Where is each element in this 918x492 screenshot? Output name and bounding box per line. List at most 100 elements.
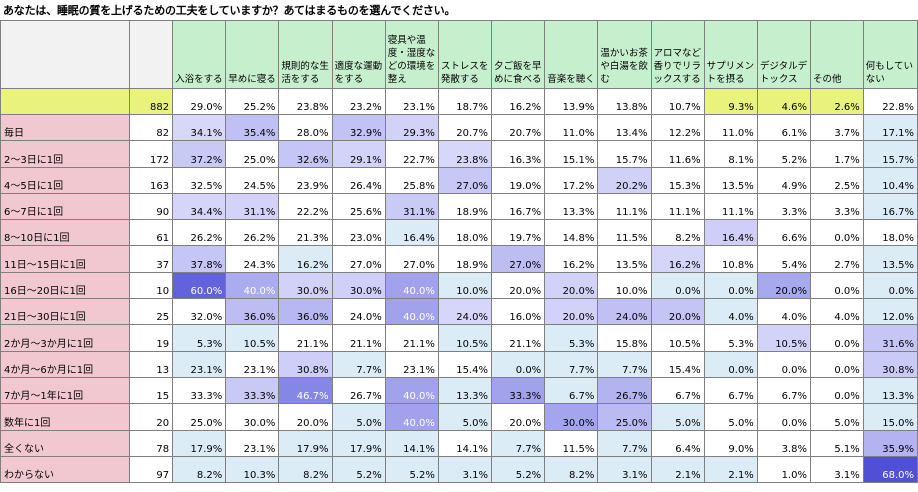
table-cell: 3.8% [756, 429, 811, 457]
table-row: 6～7日に1回 90 34.4% 31.1% 22.2% 25.6% 31.1% 18.9% 1… [0, 192, 918, 221]
table-cell: 20.0% [491, 403, 546, 431]
table-cell: 10.0% [437, 271, 493, 300]
table-cell: 23.8% [437, 140, 493, 168]
row-label: 全くない [0, 429, 131, 457]
total-cell: 4.6% [756, 88, 811, 115]
table-cell: 28.0% [278, 113, 333, 142]
table-cell: 15.0% [862, 403, 918, 431]
table-cell: 11.0% [703, 113, 758, 142]
table-cell: 26.2% [172, 219, 227, 247]
total-cell: 25.2% [225, 88, 280, 115]
table-cell: 40.0% [225, 271, 280, 300]
row-label: 8～10日に1回 [0, 219, 131, 247]
row-label: 数年に1回 [0, 403, 131, 431]
table-cell: 10.5% [225, 324, 280, 352]
total-n: 882 [129, 88, 174, 115]
table-cell: 17.9% [278, 429, 333, 457]
table-cell: 2.5% [809, 166, 864, 194]
table-cell: 10.5% [650, 324, 705, 352]
table-cell: 40.0% [384, 376, 439, 405]
table-cell: 40.0% [384, 298, 439, 326]
table-cell: 27.0% [491, 245, 546, 273]
table-cell: 30.0% [331, 271, 386, 300]
table-row: 8～10日に1回 61 26.2% 26.2% 21.3% 23.0% 16.4% 18.0%… [0, 219, 918, 247]
table-cell: 13.5% [703, 166, 758, 194]
table-row: 16日～20日に1回 10 60.0% 40.0% 30.0% 30.0% 40.0% 10.… [0, 271, 918, 300]
table-cell: 5.4% [756, 245, 811, 273]
table-cell: 5.2% [756, 140, 811, 168]
table-cell: 2.7% [809, 245, 864, 273]
table-cell: 22.2% [278, 192, 333, 221]
table-cell: 5.0% [331, 403, 386, 431]
table-cell: 15.8% [597, 324, 652, 352]
table-cell: 3.1% [437, 455, 493, 484]
table-cell: 0.0% [809, 350, 864, 378]
table-cell: 17.2% [544, 166, 599, 194]
row-n: 61 [129, 219, 174, 247]
row-label: 7か月～1年に1回 [0, 376, 131, 405]
table-cell: 8.1% [703, 140, 758, 168]
table-cell: 15.7% [597, 140, 652, 168]
table-cell: 5.0% [809, 403, 864, 431]
total-cell: 22.8% [862, 88, 918, 115]
table-cell: 22.7% [384, 140, 439, 168]
table-cell: 24.3% [225, 245, 280, 273]
table-cell: 16.3% [491, 140, 546, 168]
table-cell: 10.8% [703, 245, 758, 273]
table-cell: 18.9% [437, 245, 493, 273]
row-label: 2～3日に1回 [0, 140, 131, 168]
table-cell: 23.9% [278, 166, 333, 194]
total-label [0, 88, 131, 115]
table-cell: 27.0% [384, 245, 439, 273]
header-row: 入浴をする 早めに寝る 規則的な生活をする 適度な運動をする 寝具や温度・湿度などの環境… [0, 20, 918, 89]
table-cell: 2.1% [703, 455, 758, 484]
header-blank-label [0, 20, 131, 89]
page-title: あなたは、睡眠の質を上げるための工夫をしていますか？あてはまるものを選んでくださ… [3, 4, 456, 17]
table-cell: 7.7% [544, 350, 599, 378]
table-cell: 6.7% [756, 376, 811, 405]
table-cell: 15.4% [650, 350, 705, 378]
table-cell: 34.4% [172, 192, 227, 221]
total-cell: 13.8% [597, 88, 652, 115]
column-header: 早めに寝る [225, 20, 280, 89]
table-cell: 5.1% [809, 429, 864, 457]
total-cell: 18.7% [437, 88, 493, 115]
table-cell: 0.0% [491, 350, 546, 378]
table-cell: 16.7% [491, 192, 546, 221]
table-cell: 36.0% [278, 298, 333, 326]
total-cell: 23.2% [331, 88, 386, 115]
row-n: 15 [129, 376, 174, 405]
table-cell: 13.3% [544, 192, 599, 221]
table-cell: 34.1% [172, 113, 227, 142]
table-cell: 15.1% [544, 140, 599, 168]
table-row: 2か月～3か月に1回 19 5.3% 10.5% 21.1% 21.1% 21.1% 10.5… [0, 324, 918, 352]
table-cell: 20.0% [544, 271, 599, 300]
table-cell: 16.2% [544, 245, 599, 273]
row-label: 毎日 [0, 113, 131, 142]
table-cell: 0.0% [862, 271, 918, 300]
table-cell: 15.3% [650, 166, 705, 194]
table-cell: 25.0% [597, 403, 652, 431]
table-cell: 25.6% [331, 192, 386, 221]
table-cell: 0.0% [809, 219, 864, 247]
table-cell: 10.5% [437, 324, 493, 352]
table-cell: 25.0% [225, 140, 280, 168]
table-cell: 8.2% [278, 455, 333, 484]
table-cell: 6.7% [544, 376, 599, 405]
row-n: 172 [129, 140, 174, 168]
table-cell: 5.2% [384, 455, 439, 484]
table-cell: 8.2% [544, 455, 599, 484]
table-cell: 32.9% [331, 113, 386, 142]
table-cell: 19.0% [491, 166, 546, 194]
table-cell: 21.1% [491, 324, 546, 352]
table-cell: 11.1% [703, 192, 758, 221]
table-cell: 3.7% [809, 113, 864, 142]
table-cell: 1.7% [809, 140, 864, 168]
row-label: 11日～15日に1回 [0, 245, 131, 273]
table-cell: 26.7% [597, 376, 652, 405]
table-cell: 21.3% [278, 219, 333, 247]
table-cell: 6.1% [756, 113, 811, 142]
table-row: 2～3日に1回 172 37.2% 25.0% 32.6% 29.1% 22.7% 23.8%… [0, 140, 918, 168]
total-cell: 29.0% [172, 88, 227, 115]
table-cell: 26.2% [225, 219, 280, 247]
